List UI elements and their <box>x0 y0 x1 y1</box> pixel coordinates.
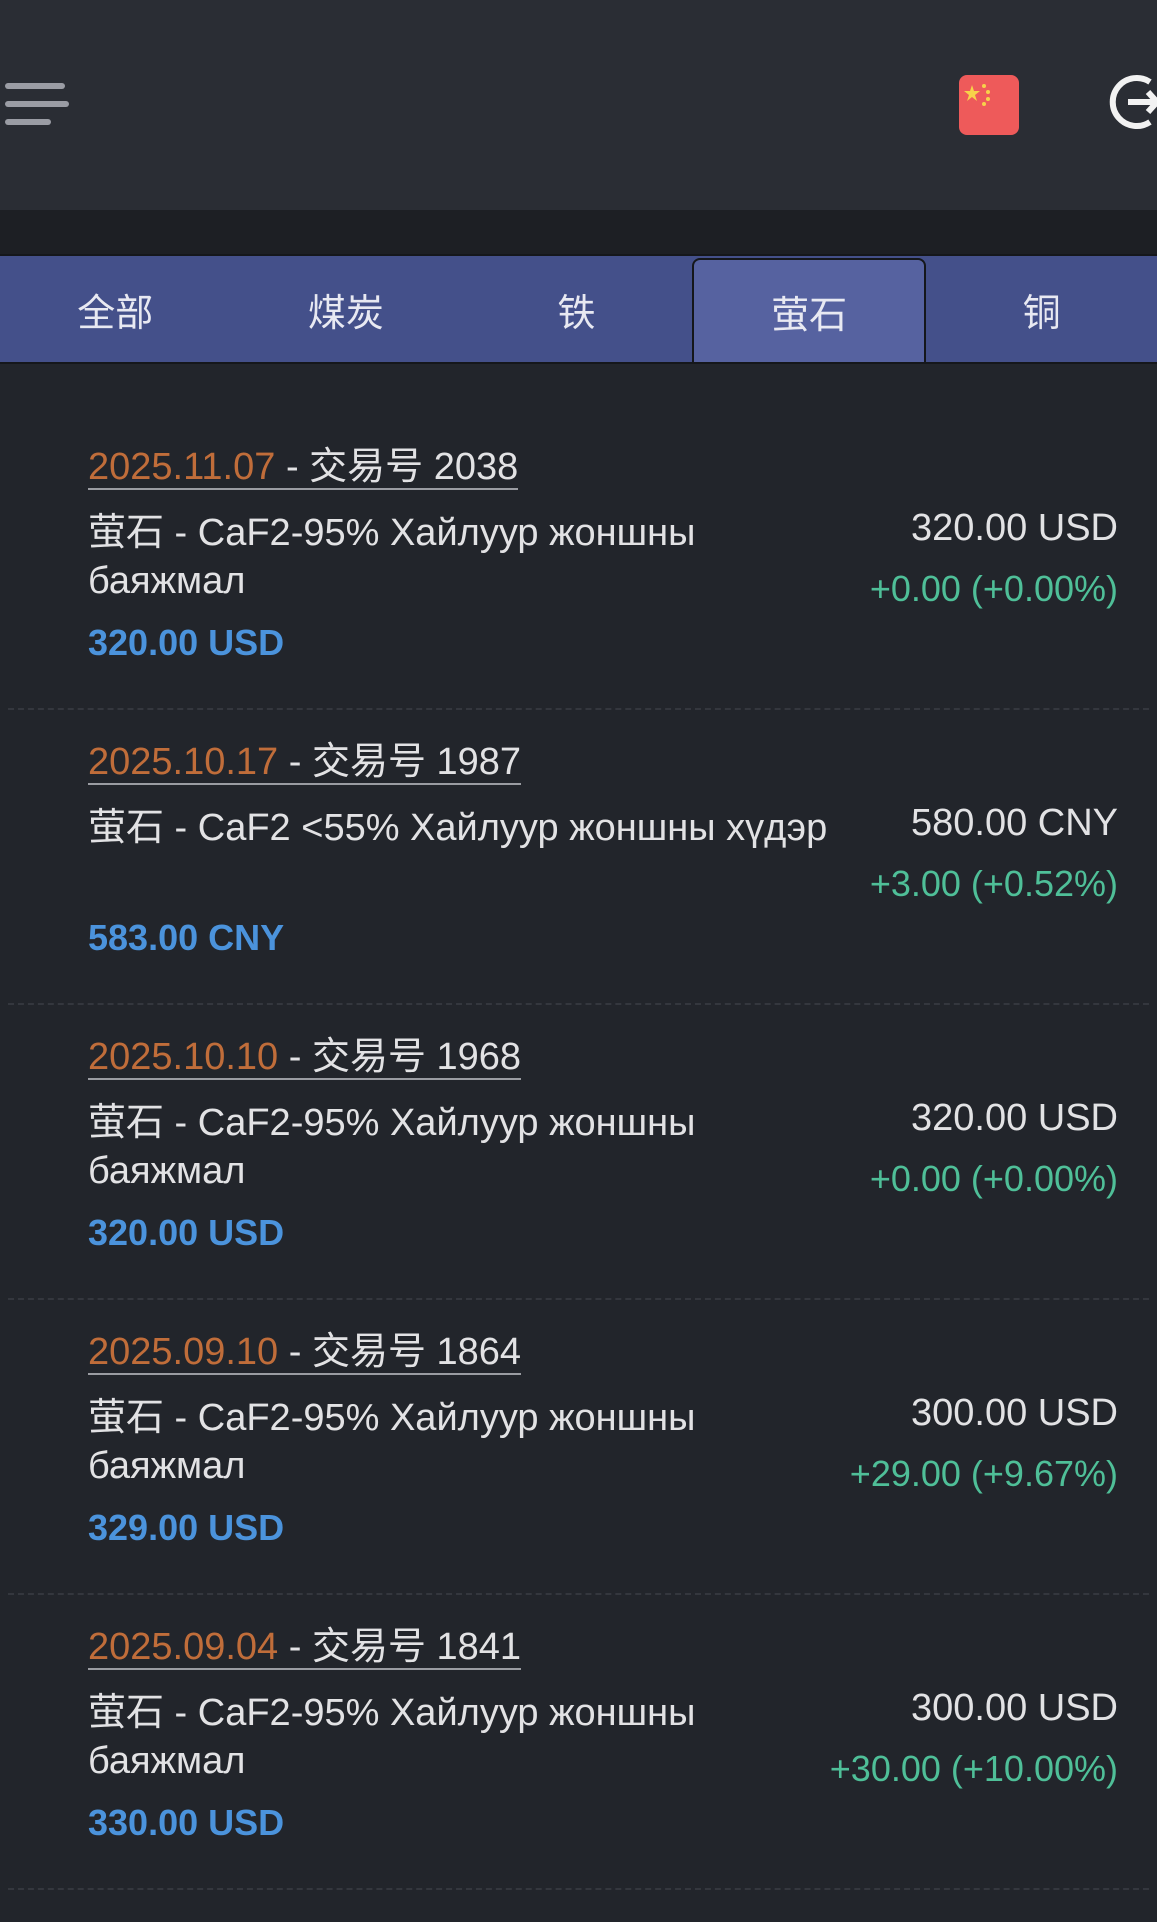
product-name: 萤石 - CaF2-95% Хайлуур жоншны баяжмал <box>88 1102 696 1192</box>
trade-price: 320.00 USD <box>88 1212 285 1253</box>
current-price: 300.00 USD <box>910 1392 1118 1434</box>
header-icons <box>5 75 1157 135</box>
trade-link[interactable]: 2025.11.07 - 交易号 2038 <box>88 446 519 490</box>
language-flag[interactable] <box>959 75 1019 135</box>
trade-price: 583.00 CNY <box>88 917 285 958</box>
trade-price: 329.00 USD <box>88 1507 285 1548</box>
current-price: 320.00 USD <box>910 507 1118 549</box>
trade-date: 2025.09.04 <box>88 1626 279 1668</box>
price-change: +0.00 (+0.00%) <box>869 1158 1118 1199</box>
product-name: 萤石 - CaF2-95% Хайлуур жоншны баяжмал <box>88 1397 696 1487</box>
trade-item[interactable]: 2025.10.17 - 交易号 1987 萤石 - CaF2 <55% Хайл… <box>0 714 1157 1009</box>
trade-number: - 交易号 1864 <box>288 1331 522 1373</box>
spacer-band <box>0 210 1157 254</box>
price-change: +0.00 (+0.00%) <box>869 568 1118 609</box>
current-price: 320.00 USD <box>910 1097 1118 1139</box>
tab[interactable]: 铁 <box>557 292 596 335</box>
trade-number: - 交易号 2038 <box>285 446 519 488</box>
current-price: 300.00 USD <box>910 1687 1118 1729</box>
menu-button[interactable] <box>5 83 69 125</box>
header <box>0 0 1157 210</box>
trade-price: 320.00 USD <box>88 622 285 663</box>
trade-number: - 交易号 1968 <box>288 1036 522 1078</box>
trade-date: 2025.11.07 <box>88 446 276 488</box>
trade-date: 2025.10.10 <box>88 1036 279 1078</box>
trade-price: 330.00 USD <box>88 1802 285 1843</box>
product-name: 萤石 - CaF2-95% Хайлуур жоншны баяжмал <box>88 512 696 602</box>
tab[interactable]: 萤石 <box>691 258 927 362</box>
separator <box>8 1003 1149 1005</box>
tab[interactable]: 全部 <box>77 292 154 335</box>
current-price: 580.00 CNY <box>910 802 1118 844</box>
trade-link[interactable]: 2025.09.10 - 交易号 1864 <box>88 1331 522 1375</box>
trade-date: 2025.09.10 <box>88 1331 279 1373</box>
trade-number: - 交易号 1987 <box>288 741 522 783</box>
trade-date: 2025.10.17 <box>88 741 279 783</box>
separator <box>8 1888 1149 1890</box>
logout-button[interactable] <box>1109 75 1157 129</box>
price-change: +3.00 (+0.52%) <box>869 863 1118 904</box>
trade-item[interactable]: 2025.09.04 - 交易号 1841 萤石 - CaF2-95% Хайлу… <box>0 1599 1157 1894</box>
trade-item[interactable]: 2025.10.10 - 交易号 1968 萤石 - CaF2-95% Хайлу… <box>0 1009 1157 1304</box>
separator <box>8 1593 1149 1595</box>
price-change: +29.00 (+9.67%) <box>849 1453 1118 1494</box>
price-change: +30.00 (+10.00%) <box>829 1748 1118 1789</box>
product-name: 萤石 - CaF2-95% Хайлуур жоншны баяжмал <box>88 1692 696 1782</box>
trade-item[interactable]: 2025.11.07 - 交易号 2038 萤石 - CaF2-95% Хайлу… <box>0 419 1157 714</box>
separator <box>8 1298 1149 1300</box>
trade-number: - 交易号 1841 <box>288 1626 522 1668</box>
product-name: 萤石 - CaF2 <55% Хайлуур жоншны хүдэр <box>88 807 828 849</box>
tab[interactable]: 铜 <box>1022 292 1061 335</box>
tab[interactable]: 煤炭 <box>307 292 384 335</box>
trade-link[interactable]: 2025.09.04 - 交易号 1841 <box>88 1626 522 1670</box>
tab-bar: 全部 煤炭 铁 萤石 铜 <box>0 254 1157 364</box>
trade-item[interactable]: 2025.09.10 - 交易号 1864 萤石 - CaF2-95% Хайлу… <box>0 1304 1157 1599</box>
trade-link[interactable]: 2025.10.10 - 交易号 1968 <box>88 1036 522 1080</box>
trade-link[interactable]: 2025.10.17 - 交易号 1987 <box>88 741 522 785</box>
separator <box>8 708 1149 710</box>
